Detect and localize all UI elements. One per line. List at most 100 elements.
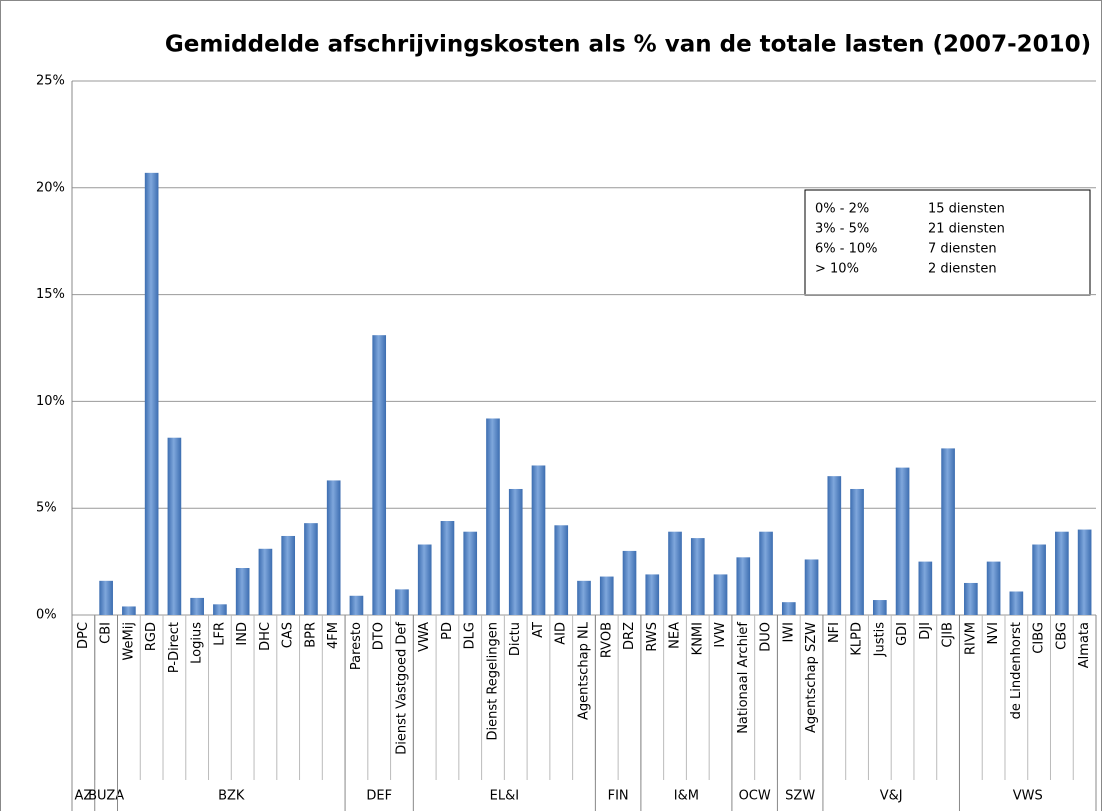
x-tick-label: IND	[235, 622, 250, 646]
group-label: AZ	[74, 789, 92, 804]
x-tick-label: AID	[554, 622, 569, 645]
bar	[531, 465, 546, 615]
bar	[1077, 529, 1092, 615]
group-label: BZK	[218, 789, 245, 804]
x-tick-label: Paresto	[349, 622, 364, 670]
bar	[395, 589, 409, 615]
x-tick-label: NEA	[668, 622, 683, 649]
bar	[508, 488, 523, 615]
bar	[964, 582, 978, 615]
x-tick-label: PD	[440, 622, 455, 640]
group-label: DEF	[366, 789, 392, 804]
bar	[258, 548, 273, 615]
x-tick-label: NVI	[986, 622, 1001, 644]
x-tick-label: CBG	[1054, 622, 1069, 650]
y-tick-label: 15%	[36, 287, 65, 302]
bar	[872, 600, 887, 615]
y-tick-label: 20%	[36, 180, 65, 195]
x-tick-label: BPR	[303, 622, 318, 648]
x-tick-label: KNMI	[690, 622, 705, 655]
y-tick-label: 5%	[36, 501, 57, 516]
y-tick-label: 10%	[36, 394, 65, 409]
bar	[577, 580, 591, 615]
x-tick-label: de Lindenhorst	[1009, 622, 1024, 719]
bar	[235, 568, 250, 615]
x-tick-label: Justis	[872, 622, 887, 658]
x-tick-label: Dienst Regelingen	[485, 622, 500, 741]
x-tick-label: Almata	[1077, 622, 1092, 668]
x-tick-label: RGD	[144, 622, 159, 651]
x-tick-label: CBI	[99, 622, 114, 644]
annotation-text: 0% - 2%	[815, 202, 869, 217]
group-label: FIN	[608, 789, 629, 804]
chart-title: Gemiddelde afschrijvingskosten als % van…	[165, 32, 1091, 58]
bar	[372, 335, 387, 615]
annotation-text: 7 diensten	[928, 242, 997, 257]
x-tick-label: RIVM	[963, 622, 978, 655]
bar	[759, 531, 773, 615]
bar	[850, 488, 864, 615]
x-tick-label: KLPD	[850, 622, 865, 656]
x-tick-label: DPC	[76, 622, 91, 649]
group-label: EL&I	[490, 789, 519, 804]
x-tick-label: CAS	[281, 622, 296, 648]
bar	[895, 467, 910, 615]
x-tick-label: NFI	[827, 622, 842, 643]
x-tick-label: Agentschap NL	[577, 621, 592, 720]
annotation-text: > 10%	[815, 262, 859, 277]
annotation-text: 15 diensten	[928, 202, 1005, 217]
x-tick-label: Logius	[190, 622, 205, 664]
x-tick-label: DTO	[372, 622, 387, 650]
bar	[417, 544, 432, 615]
x-tick-label: P-Direct	[167, 622, 182, 673]
x-tick-label: DUO	[759, 622, 774, 652]
bar	[986, 561, 1001, 615]
bar	[781, 602, 796, 615]
y-tick-label: 25%	[36, 74, 65, 89]
bar	[736, 557, 751, 615]
x-tick-label: IVW	[713, 622, 728, 648]
x-tick-label: WeMij	[121, 622, 136, 661]
bar	[99, 580, 113, 615]
bar	[144, 172, 159, 615]
bar	[463, 531, 478, 615]
x-tick-label: DJI	[918, 622, 933, 640]
bar	[326, 480, 341, 615]
annotation-text: 3% - 5%	[815, 222, 869, 237]
x-tick-label: Nationaal Archief	[736, 622, 751, 734]
y-tick-label: 0%	[36, 608, 57, 623]
bar	[440, 521, 455, 615]
group-label: BUZA	[88, 789, 124, 804]
group-label: VWS	[1013, 789, 1043, 804]
group-label: I&M	[674, 789, 699, 804]
x-tick-label: Dictu	[508, 622, 523, 656]
bar	[622, 550, 637, 615]
x-tick-label: 4FM	[326, 622, 341, 649]
bar	[713, 574, 728, 615]
annotation-text: 6% - 10%	[815, 242, 877, 257]
group-label: OCW	[739, 789, 771, 804]
x-tick-label: GDI	[895, 622, 910, 646]
bar	[1009, 591, 1024, 615]
bar	[349, 595, 364, 615]
annotation-text: 2 diensten	[928, 262, 997, 277]
x-tick-label: AT	[531, 622, 546, 638]
x-tick-label: DLG	[463, 622, 478, 649]
bar	[304, 523, 318, 615]
x-tick-label: IWI	[781, 622, 796, 643]
bar	[941, 448, 955, 615]
bar	[167, 437, 182, 615]
bar	[213, 604, 227, 615]
x-tick-label: CJIB	[941, 622, 956, 648]
bar	[1032, 544, 1046, 615]
group-label: V&J	[880, 789, 903, 804]
x-tick-label: DHC	[258, 622, 273, 651]
x-tick-label: RWS	[645, 622, 660, 652]
bar	[486, 418, 500, 615]
bar	[690, 538, 705, 615]
bar	[190, 597, 204, 615]
x-tick-label: CIBG	[1032, 622, 1047, 654]
bar	[827, 476, 842, 615]
bar	[554, 525, 569, 615]
